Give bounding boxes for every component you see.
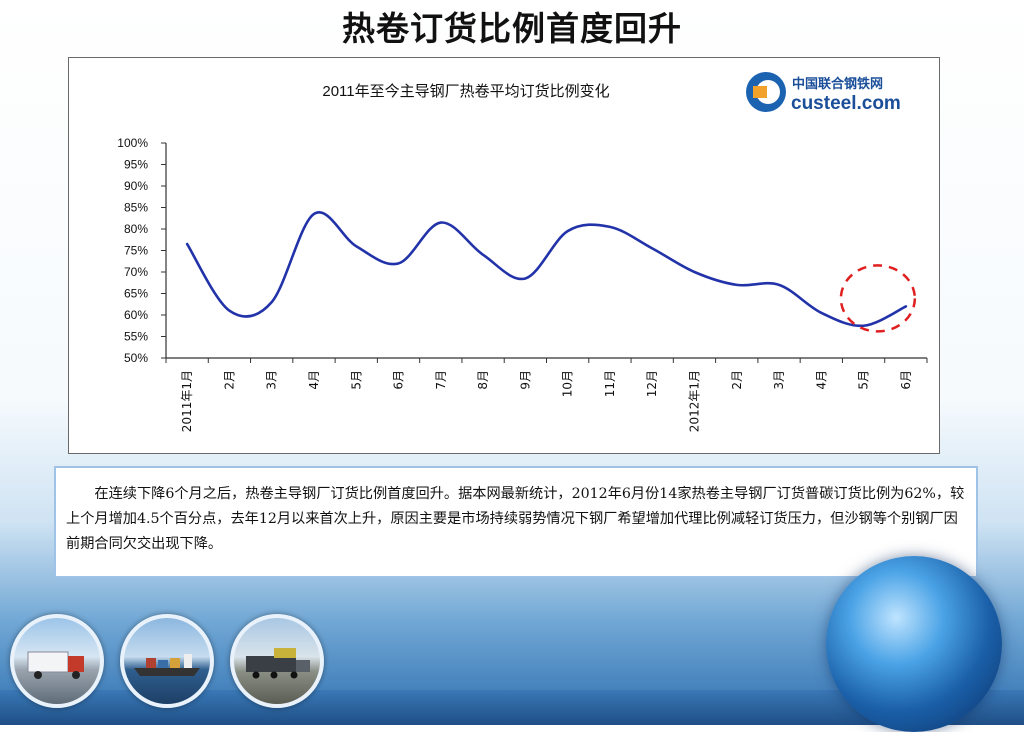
x-tick-label: 6月 bbox=[392, 370, 406, 390]
chart-frame: 2011年至今主导钢厂热卷平均订货比例变化 中国联合钢铁网 custeel.co… bbox=[68, 57, 940, 454]
y-tick-label: 80% bbox=[124, 222, 148, 236]
x-tick-label: 10月 bbox=[561, 370, 575, 397]
custeel-logo: 中国联合钢铁网 custeel.com bbox=[746, 72, 901, 114]
locomotive-icon bbox=[246, 648, 310, 679]
cargo-ship-icon bbox=[134, 654, 200, 676]
y-tick-label: 65% bbox=[124, 287, 148, 301]
y-tick-label: 75% bbox=[124, 244, 148, 258]
y-tick-label: 85% bbox=[124, 201, 148, 215]
x-tick-label: 2011年1月 bbox=[180, 370, 194, 432]
x-tick-label: 3月 bbox=[265, 370, 279, 390]
globe-graphic bbox=[826, 556, 1002, 732]
data-point bbox=[439, 221, 443, 225]
data-point bbox=[481, 253, 485, 257]
data-point bbox=[735, 283, 739, 287]
y-tick-label: 95% bbox=[124, 158, 148, 172]
data-point bbox=[650, 246, 654, 250]
caption-text: 在连续下降6个月之后，热卷主导钢厂订货比例首度回升。据本网最新统计，2012年6… bbox=[66, 486, 965, 552]
data-point bbox=[227, 309, 231, 313]
train-photo bbox=[230, 614, 324, 708]
x-tick-label: 12月 bbox=[645, 370, 659, 397]
data-point bbox=[354, 244, 358, 248]
data-point bbox=[777, 283, 781, 287]
slide-title: 热卷订货比例首度回升 bbox=[342, 9, 682, 48]
data-point bbox=[312, 212, 316, 216]
logo-domain: custeel.com bbox=[791, 93, 901, 114]
chart-title: 2011年至今主导钢厂热卷平均订货比例变化 bbox=[322, 83, 609, 100]
y-tick-label: 55% bbox=[124, 330, 148, 344]
ship-photo bbox=[120, 614, 214, 708]
line-chart: 2011年至今主导钢厂热卷平均订货比例变化 中国联合钢铁网 custeel.co… bbox=[117, 72, 928, 432]
truck-icon bbox=[27, 651, 84, 679]
y-tick-label: 50% bbox=[124, 351, 148, 365]
x-tick-label: 2月 bbox=[730, 370, 744, 390]
data-point bbox=[904, 304, 908, 308]
x-tick-label: 3月 bbox=[772, 370, 786, 390]
caption-box: 在连续下降6个月之后，热卷主导钢厂订货比例首度回升。据本网最新统计，2012年6… bbox=[54, 466, 978, 578]
data-point bbox=[523, 276, 527, 280]
x-tick-label: 5月 bbox=[857, 370, 871, 390]
x-tick-label: 4月 bbox=[814, 370, 828, 390]
data-point bbox=[692, 270, 696, 274]
x-tick-label: 7月 bbox=[434, 370, 448, 390]
series-line bbox=[185, 211, 908, 328]
x-tick-label: 8月 bbox=[476, 370, 490, 390]
x-tick-label: 11月 bbox=[603, 370, 617, 397]
data-point bbox=[185, 242, 189, 246]
data-point bbox=[608, 225, 612, 229]
data-point bbox=[566, 229, 570, 233]
data-point bbox=[397, 261, 401, 265]
y-tick-label: 100% bbox=[117, 136, 148, 150]
data-point bbox=[819, 311, 823, 315]
x-tick-label: 2月 bbox=[222, 370, 236, 390]
y-tick-label: 70% bbox=[124, 265, 148, 279]
x-tick-label: 6月 bbox=[899, 370, 913, 390]
truck-photo bbox=[10, 614, 104, 708]
highlight-circle bbox=[839, 264, 917, 333]
logo-chinese-name: 中国联合钢铁网 bbox=[792, 76, 883, 92]
y-tick-label: 60% bbox=[124, 308, 148, 322]
x-tick-label: 4月 bbox=[307, 370, 321, 390]
x-tick-label: 2012年1月 bbox=[687, 370, 701, 432]
data-point bbox=[270, 300, 274, 304]
x-tick-label: 5月 bbox=[349, 370, 363, 390]
x-tick-label: 9月 bbox=[518, 370, 532, 390]
y-tick-label: 90% bbox=[124, 179, 148, 193]
